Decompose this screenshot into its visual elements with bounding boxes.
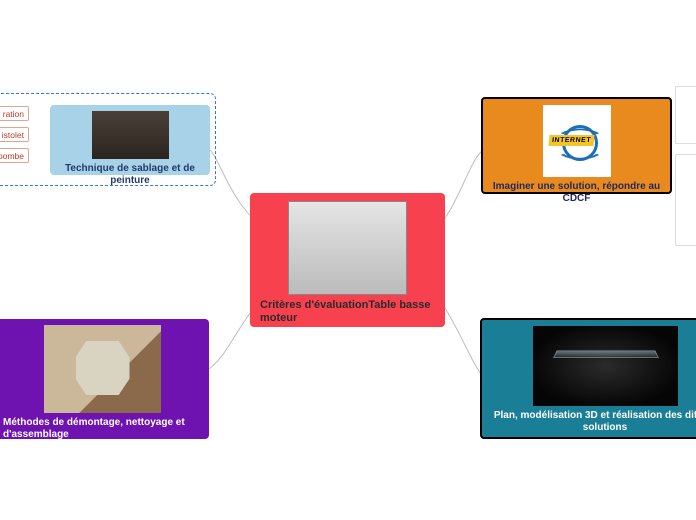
right-clipped-box-2 [675,154,696,246]
bottomright-node[interactable]: Plan, modélisation 3D et réalisation des… [480,318,696,439]
central-node[interactable]: Critères d'évaluationTable basse moteur [250,193,445,327]
central-label: Critères d'évaluationTable basse moteur [258,299,437,324]
bottomleft-node[interactable]: Méthodes de démontage, nettoyage et d'as… [0,319,209,439]
right-clipped-box-1 [675,86,696,144]
bottomright-label: Plan, modélisation 3D et réalisation des… [488,410,696,433]
3d-model-icon [533,326,678,406]
chip-3[interactable]: oombe [0,148,29,163]
internet-icon [543,105,611,177]
topleft-label: Technique de sablage et de peinture [56,163,204,186]
topleft-node[interactable]: Technique de sablage et de peinture [50,105,210,175]
chip-1[interactable]: ration [0,106,29,121]
topright-node[interactable]: Imaginer une solution, répondre au CDCF [481,97,672,194]
mindmap-canvas: ration istolet oombe Critères d'évaluati… [0,0,696,520]
engine-table-icon [288,201,407,295]
engine-disassembly-icon [44,325,161,413]
connector-central-bottomRight [440,300,482,375]
engine-block-icon [92,111,169,159]
connector-central-topRight [440,150,483,225]
chip-2[interactable]: istolet [0,127,29,142]
bottomleft-label: Méthodes de démontage, nettoyage et d'as… [1,417,203,440]
topright-label: Imaginer une solution, répondre au CDCF [489,181,664,204]
